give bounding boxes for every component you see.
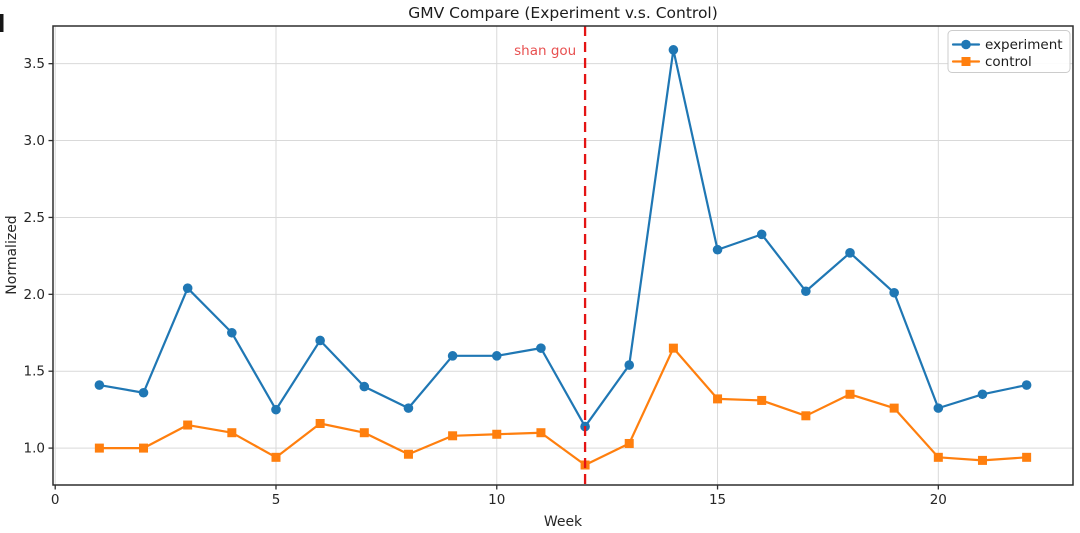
experiment-data-point [94,380,105,390]
x-tick-label: 20 [930,492,947,508]
experiment-data-point [138,387,149,398]
annotation-text: shan gou [514,43,576,59]
plot-frame [52,25,1074,486]
control-data-point [403,449,413,459]
control-data-point [977,455,987,465]
legend-circle-marker-icon [961,39,971,50]
legend: experiment control [947,30,1071,73]
control-data-point [536,428,546,438]
experiment-data-point [933,403,944,413]
control-data-point [757,395,767,405]
y-tick-label: 2.0 [24,287,45,303]
control-data-point [359,428,369,438]
y-tick-label: 1.0 [24,441,45,457]
x-axis-label: Week [544,514,583,530]
x-tick-label: 5 [272,492,281,508]
experiment-data-point [315,335,325,346]
control-data-point [801,411,811,421]
y-tick-label: 1.5 [24,364,45,380]
x-tick-label: 15 [709,492,726,508]
control-data-point [713,394,723,404]
control-data-point [139,443,149,453]
experiment-data-point [536,343,546,353]
control-data-point [889,403,899,413]
y-tick-label: 3.0 [24,133,45,149]
gridlines [53,26,1073,485]
experiment-data-point [403,403,414,413]
axis-ticks: 0 5 10 15 20 1.0 1.5 2.0 2.5 3.0 3.5 [24,56,947,508]
experiment-data-point [756,229,767,240]
experiment-data-point [271,404,281,415]
control-data-point [492,429,502,439]
x-tick-label: 0 [51,492,60,508]
experiment-data-point [1021,380,1032,390]
y-tick-label: 3.5 [24,56,45,72]
screen-edge-artifact [0,14,4,32]
control-data-point [1022,452,1032,462]
experiment-data-point [491,351,502,361]
control-line [98,347,1028,467]
experiment-data-point [889,287,899,298]
series-group [94,45,1032,470]
control-data-point [668,343,678,353]
control-data-point [271,452,281,462]
experiment-line [98,48,1028,428]
legend-item-experiment: experiment [951,37,1063,53]
experiment-data-point [712,244,723,255]
legend-label-control: control [985,54,1032,70]
legend-label-experiment: experiment [985,37,1063,53]
y-axis-label: Normalized [4,215,20,294]
control-data-point [183,420,193,430]
control-data-point [624,438,634,448]
chart-title: GMV Compare (Experiment v.s. Control) [408,4,718,22]
experiment-data-point [845,248,855,258]
experiment-data-point [182,283,193,293]
legend-item-control: control [951,54,1032,70]
control-data-point [94,443,104,453]
y-tick-label: 2.5 [24,210,45,226]
control-data-point [227,428,237,438]
experiment-data-point [801,286,811,297]
experiment-data-point [447,351,458,361]
experiment-data-point [227,327,237,338]
control-data-point [315,418,325,428]
control-data-point [448,431,458,441]
experiment-data-point [624,360,635,370]
experiment-data-point [668,45,679,55]
experiment-data-point [359,381,370,392]
x-tick-label: 10 [488,492,505,508]
control-data-point [845,389,855,399]
control-data-point [933,452,943,462]
experiment-data-point [977,389,988,400]
legend-square-marker-icon [961,57,971,66]
